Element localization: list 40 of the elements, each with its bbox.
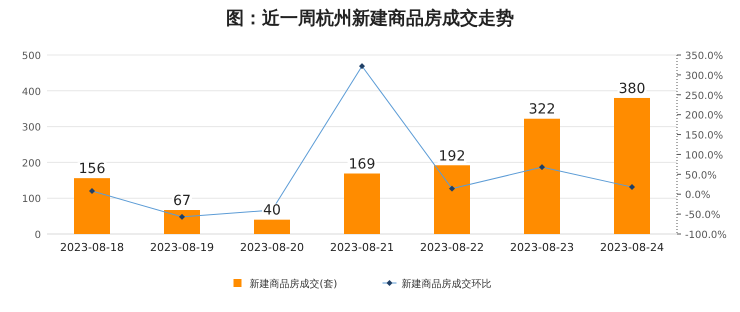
chart-title: 图：近一周杭州新建商品房成交走势 bbox=[226, 8, 514, 29]
legend-label: 新建商品房成交环比 bbox=[402, 278, 492, 290]
x-tick-label: 2023-08-20 bbox=[240, 241, 304, 254]
data-label: 322 bbox=[528, 102, 556, 118]
y-tick-label: 300 bbox=[22, 122, 41, 134]
y2-tick-label: -100.0% bbox=[685, 230, 727, 241]
y-tick-label: 100 bbox=[22, 194, 41, 206]
legend-label: 新建商品房成交(套) bbox=[250, 278, 338, 290]
y2-tick-label: 100.0% bbox=[685, 150, 724, 162]
x-tick-label: 2023-08-23 bbox=[510, 241, 574, 254]
y-tick-label: 500 bbox=[22, 51, 41, 62]
data-label: 380 bbox=[618, 80, 646, 97]
bar bbox=[344, 174, 380, 234]
data-label: 192 bbox=[438, 148, 466, 164]
y-tick-label: 400 bbox=[22, 86, 41, 98]
y2-tick-label: 350.0% bbox=[685, 51, 724, 62]
x-tick-label: 2023-08-24 bbox=[600, 241, 664, 254]
data-label: 156 bbox=[78, 161, 106, 178]
y2-tick-label: 300.0% bbox=[685, 70, 724, 82]
bar bbox=[614, 98, 650, 234]
bar bbox=[254, 220, 290, 234]
data-label: 40 bbox=[263, 202, 281, 219]
x-tick-label: 2023-08-21 bbox=[330, 241, 394, 254]
data-label: 169 bbox=[348, 156, 376, 172]
bar bbox=[524, 118, 560, 234]
bar bbox=[74, 178, 110, 234]
y2-tick-label: 250.0% bbox=[685, 90, 724, 102]
x-tick-label: 2023-08-19 bbox=[150, 241, 214, 254]
y2-tick-label: 0.0% bbox=[685, 190, 710, 202]
y-tick-label: 0 bbox=[34, 230, 41, 241]
y2-tick-label: 50.0% bbox=[685, 170, 717, 182]
bar bbox=[434, 165, 470, 234]
x-tick-label: 2023-08-22 bbox=[420, 241, 484, 254]
y2-tick-label: 200.0% bbox=[685, 110, 724, 122]
x-tick-label: 2023-08-18 bbox=[60, 241, 124, 254]
y2-tick-label: -50.0% bbox=[685, 210, 720, 222]
y-tick-label: 200 bbox=[22, 158, 41, 170]
y2-tick-label: 150.0% bbox=[685, 130, 724, 142]
data-label: 67 bbox=[173, 193, 191, 210]
bar bbox=[164, 210, 200, 234]
